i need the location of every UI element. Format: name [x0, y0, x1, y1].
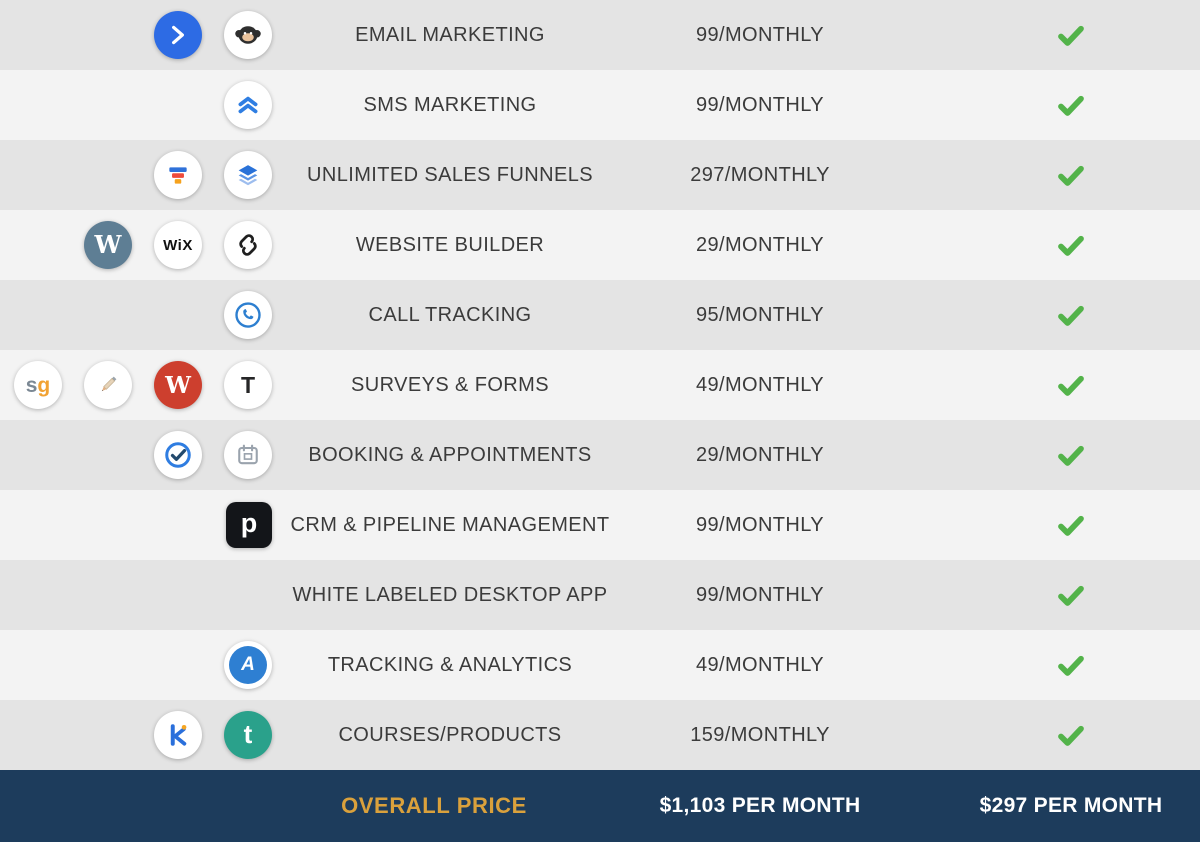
kajabi-icon — [154, 711, 202, 759]
price-label: 95/MONTHLY — [695, 303, 825, 326]
wix-icon: WiX — [154, 221, 202, 269]
tool-icons — [0, 151, 290, 199]
surveygizmo-letter-s: s — [25, 373, 38, 397]
checkmark-icon — [1058, 445, 1084, 466]
pipedrive-icon: p — [226, 502, 272, 548]
feature-label: BOOKING & APPOINTMENTS — [308, 443, 592, 466]
feature-label: CALL TRACKING — [368, 303, 532, 326]
mailchimp-icon — [224, 11, 272, 59]
checkmark-icon — [1058, 165, 1084, 186]
double-chevron-sms-icon — [224, 81, 272, 129]
checkmark-icon — [1058, 25, 1084, 46]
tool-icons — [0, 291, 290, 339]
tool-icons — [0, 11, 290, 59]
teachable-letter: t — [243, 719, 253, 749]
analytics-a-mark: A — [229, 646, 267, 684]
tool-icons: t — [0, 711, 290, 759]
footer-bar: OVERALL PRICE $1,103 PER MONTH $297 PER … — [0, 770, 1200, 842]
price-label: 99/MONTHLY — [695, 583, 825, 606]
table-row: EMAIL MARKETING 99/MONTHLY — [0, 0, 1200, 70]
analytics-letter: A — [241, 654, 255, 675]
teachable-icon: t — [224, 711, 272, 759]
checkmark-icon — [1058, 235, 1084, 256]
wordpress-icon: W — [84, 221, 132, 269]
table-row: t COURSES/PRODUCTS 159/MONTHLY — [0, 700, 1200, 770]
feature-label: WHITE LABELED DESKTOP APP — [292, 583, 608, 606]
wix-letter: WiX — [163, 236, 193, 254]
checkmark-icon — [1058, 725, 1084, 746]
calendar-icon — [224, 431, 272, 479]
tool-icons — [0, 431, 290, 479]
typeform-letter: T — [240, 371, 256, 398]
table-row: CALL TRACKING 95/MONTHLY — [0, 280, 1200, 350]
feature-label: UNLIMITED SALES FUNNELS — [307, 163, 593, 186]
activecampaign-icon — [154, 11, 202, 59]
clickfunnels-icon — [154, 151, 202, 199]
wufoo-letter: W — [165, 371, 191, 399]
feature-label: SURVEYS & FORMS — [351, 373, 549, 396]
feature-label: CRM & PIPELINE MANAGEMENT — [290, 513, 610, 536]
our-total: $297 PER MONTH — [979, 794, 1163, 817]
pipedrive-letter: p — [240, 508, 258, 538]
tool-icons: A — [0, 641, 290, 689]
checkmark-icon — [1058, 515, 1084, 536]
feature-label: WEBSITE BUILDER — [355, 233, 545, 256]
table-row: BOOKING & APPOINTMENTS 29/MONTHLY — [0, 420, 1200, 490]
checkmark-icon — [1058, 585, 1084, 606]
checkmark-icon — [1058, 655, 1084, 676]
circle-check-booking-icon — [154, 431, 202, 479]
layers-icon — [224, 151, 272, 199]
surveygizmo-letter-g: g — [37, 373, 51, 397]
typeform-icon: T — [224, 361, 272, 409]
analytics-a-icon: A — [224, 641, 272, 689]
wufoo-icon: W — [154, 361, 202, 409]
price-label: 49/MONTHLY — [695, 653, 825, 676]
feature-label: TRACKING & ANALYTICS — [327, 653, 573, 676]
price-label: 159/MONTHLY — [690, 723, 830, 746]
overall-price-label: OVERALL PRICE — [341, 793, 527, 818]
table-row: A TRACKING & ANALYTICS 49/MONTHLY — [0, 630, 1200, 700]
feature-label: COURSES/PRODUCTS — [338, 723, 562, 746]
feature-label: SMS MARKETING — [363, 93, 537, 116]
price-label: 99/MONTHLY — [695, 513, 825, 536]
wordpress-letter: W — [94, 230, 122, 259]
price-label: 297/MONTHLY — [690, 163, 830, 186]
squarespace-icon — [224, 221, 272, 269]
price-label: 29/MONTHLY — [695, 443, 825, 466]
price-label: 29/MONTHLY — [695, 233, 825, 256]
tool-icons — [0, 81, 290, 129]
phone-circle-icon — [224, 291, 272, 339]
price-label: 49/MONTHLY — [695, 373, 825, 396]
checkmark-icon — [1058, 95, 1084, 116]
checkmark-icon — [1058, 375, 1084, 396]
price-label: 99/MONTHLY — [695, 93, 825, 116]
feature-label: EMAIL MARKETING — [355, 23, 545, 46]
table-row: UNLIMITED SALES FUNNELS 297/MONTHLY — [0, 140, 1200, 210]
table-row: W WiX WEBSITE BUILDER 29/MONTHLY — [0, 210, 1200, 280]
competitor-total: $1,103 PER MONTH — [659, 794, 861, 817]
tool-icons: W WiX — [0, 221, 290, 269]
table-row: p CRM & PIPELINE MANAGEMENT 99/MONTHLY — [0, 490, 1200, 560]
checkmark-icon — [1058, 305, 1084, 326]
tool-icons: p — [0, 502, 290, 548]
pencil-icon — [84, 361, 132, 409]
table-row: SMS MARKETING 99/MONTHLY — [0, 70, 1200, 140]
price-label: 99/MONTHLY — [695, 23, 825, 46]
table-row: WHITE LABELED DESKTOP APP 99/MONTHLY — [0, 560, 1200, 630]
